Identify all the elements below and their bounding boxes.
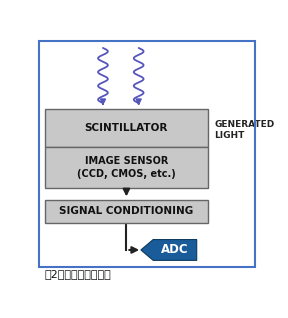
Text: IMAGE SENSOR
(CCD, CMOS, etc.): IMAGE SENSOR (CCD, CMOS, etc.) — [77, 156, 176, 178]
Text: ADC: ADC — [161, 244, 189, 256]
Text: 图2：间接转换探测。: 图2：间接转换探测。 — [45, 269, 112, 280]
Text: SIGNAL CONDITIONING: SIGNAL CONDITIONING — [59, 206, 194, 216]
Bar — [45, 147, 208, 188]
Polygon shape — [141, 239, 197, 260]
Bar — [45, 109, 208, 147]
Bar — [45, 200, 208, 223]
Text: GENERATED
LIGHT: GENERATED LIGHT — [215, 120, 275, 140]
Text: SCINTILLATOR: SCINTILLATOR — [85, 123, 168, 133]
